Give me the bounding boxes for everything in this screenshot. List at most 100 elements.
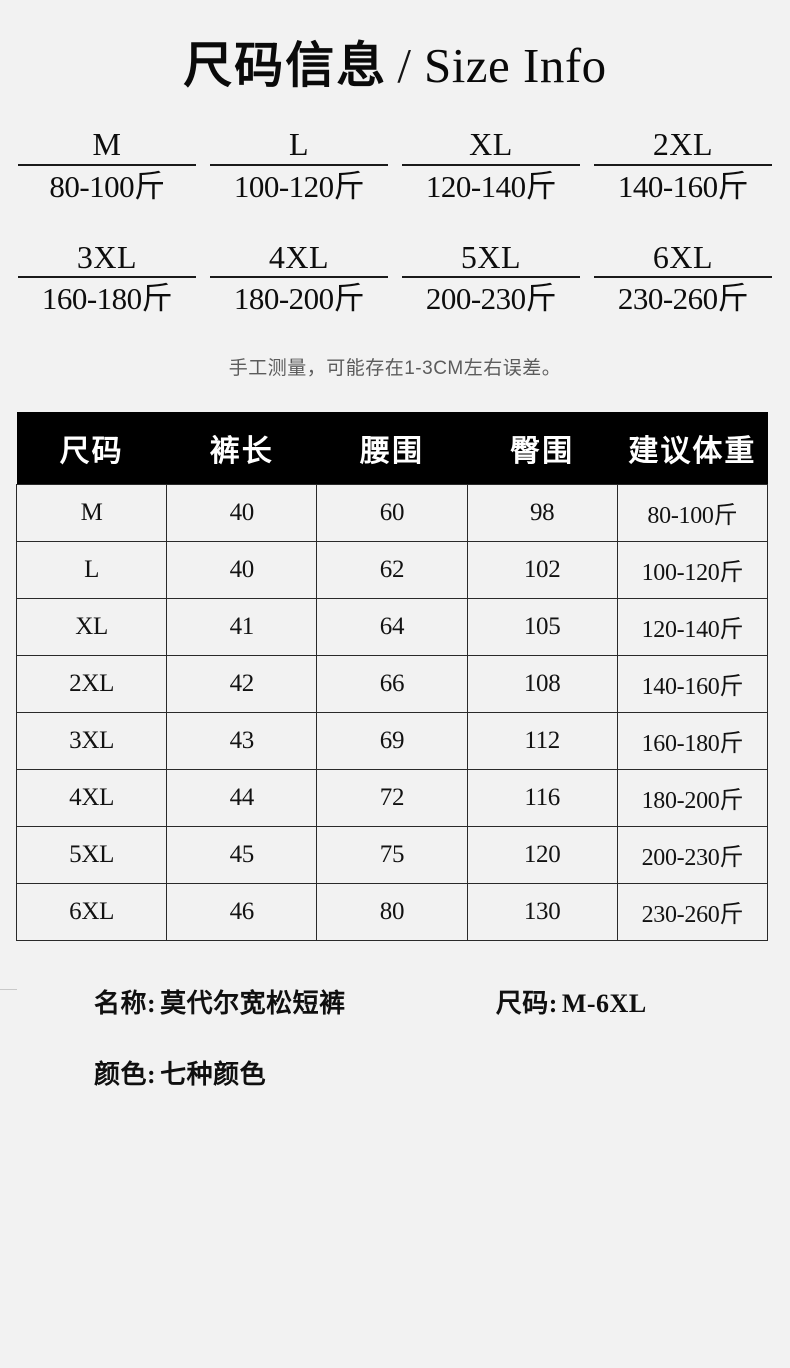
cell-weight: 100-120斤	[616, 540, 769, 599]
size-badge-divider	[210, 163, 388, 166]
size-badge-label: XL	[469, 126, 513, 163]
size-badge-row-1: M 80-100斤 L 100-120斤 XL 120-140斤 2XL 140…	[18, 128, 772, 204]
cell-size: 3XL	[15, 711, 168, 770]
cell-hip: 108	[466, 654, 618, 713]
cell-waist: 80	[316, 882, 468, 941]
size-badge-label: L	[288, 126, 310, 163]
cell-waist: 62	[316, 540, 468, 599]
table-row: 6XL 46 80 130 230-260斤	[15, 882, 769, 941]
page-title: 尺码信息 / Size Info	[183, 38, 606, 94]
product-name-label: 名称:	[94, 988, 157, 1018]
cell-waist: 66	[316, 654, 468, 713]
size-badge-label: 3XL	[76, 238, 138, 275]
size-badge-label: 5XL	[460, 238, 522, 275]
cell-length: 46	[166, 882, 318, 941]
size-badge-6xl: 6XL 230-260斤	[594, 238, 772, 317]
size-table-body: M 40 60 98 80-100斤 L 40 62 102 100-120斤 …	[15, 483, 769, 941]
size-table: 尺码 裤长 腰围 臀围 建议体重 M 40 60 98 80-100斤 L 40…	[15, 411, 769, 941]
size-badge-label: 4XL	[268, 238, 330, 275]
size-badge-divider	[210, 276, 388, 279]
cell-weight: 160-180斤	[616, 711, 769, 770]
size-badge-divider	[18, 163, 196, 166]
cell-hip: 120	[466, 825, 618, 884]
cell-size: 5XL	[15, 825, 168, 884]
cell-weight: 80-100斤	[616, 483, 769, 542]
size-badge-divider	[594, 163, 772, 166]
size-badge-weight: 80-100斤	[49, 168, 165, 204]
cell-length: 45	[166, 825, 318, 884]
size-badge-2xl: 2XL 140-160斤	[594, 128, 772, 204]
size-badge-row-2: 3XL 160-180斤 4XL 180-200斤 5XL 200-230斤 6…	[18, 238, 772, 317]
size-badge-l: L 100-120斤	[210, 128, 388, 204]
product-color-value: 七种颜色	[160, 1059, 267, 1089]
cell-size: 6XL	[15, 882, 168, 941]
cell-waist: 72	[316, 768, 468, 827]
cell-waist: 64	[316, 597, 468, 656]
size-badge-label: 2XL	[652, 126, 714, 163]
cell-weight: 180-200斤	[616, 768, 769, 827]
cell-length: 40	[166, 540, 318, 599]
table-row: 3XL 43 69 112 160-180斤	[15, 711, 769, 770]
cell-weight: 200-230斤	[616, 825, 769, 884]
cell-length: 41	[166, 597, 318, 656]
size-badge-weight: 160-180斤	[41, 281, 173, 317]
column-header-size: 尺码	[16, 411, 167, 485]
size-badge-label: M	[92, 126, 122, 163]
product-name: 名称: 莫代尔宽松短裤	[94, 983, 346, 1020]
cell-weight: 120-140斤	[616, 597, 769, 656]
size-badge-weight: 180-200斤	[233, 281, 365, 317]
cell-waist: 69	[316, 711, 468, 770]
cell-length: 44	[166, 768, 318, 827]
cell-size: 4XL	[15, 768, 168, 827]
table-row: L 40 62 102 100-120斤	[15, 540, 769, 599]
size-badge-divider	[402, 276, 580, 279]
page-title-en: Size Info	[423, 38, 607, 93]
size-badge-4xl: 4XL 180-200斤	[210, 238, 388, 317]
size-badge-5xl: 5XL 200-230斤	[402, 238, 580, 317]
size-badges-section: M 80-100斤 L 100-120斤 XL 120-140斤 2XL 140…	[0, 128, 790, 316]
size-badge-weight: 120-140斤	[425, 168, 557, 204]
product-info-row-2: 颜色: 七种颜色	[16, 1054, 774, 1091]
size-badge-divider	[18, 276, 196, 279]
size-badge-label: 6XL	[652, 238, 714, 275]
cell-waist: 75	[316, 825, 468, 884]
table-row: 4XL 44 72 116 180-200斤	[15, 768, 769, 827]
cell-length: 42	[166, 654, 318, 713]
cell-hip: 98	[466, 483, 618, 542]
size-badge-weight: 230-260斤	[617, 281, 749, 317]
cell-hip: 102	[466, 540, 618, 599]
cell-weight: 230-260斤	[616, 882, 769, 941]
page-title-block: 尺码信息 / Size Info	[0, 0, 790, 94]
measurement-note: 手工测量，可能存在1-3CM左右误差。	[228, 357, 562, 379]
page-title-separator: /	[397, 38, 412, 93]
cell-hip: 112	[466, 711, 618, 770]
cell-waist: 60	[316, 483, 468, 542]
cell-size: XL	[15, 597, 168, 656]
decorative-rule	[0, 989, 17, 990]
column-header-hip: 臀围	[467, 411, 618, 485]
cell-size: L	[15, 540, 168, 599]
product-color: 颜色: 七种颜色	[94, 1054, 266, 1091]
product-info-row-1: 名称: 莫代尔宽松短裤 尺码: M-6XL	[16, 983, 774, 1020]
table-row: XL 41 64 105 120-140斤	[15, 597, 769, 656]
cell-length: 40	[166, 483, 318, 542]
column-header-waist: 腰围	[316, 411, 468, 485]
product-size-label: 尺码:	[495, 988, 558, 1018]
product-name-value: 莫代尔宽松短裤	[160, 988, 346, 1018]
product-size-value: M-6XL	[561, 988, 647, 1018]
table-header-row: 尺码 裤长 腰围 臀围 建议体重	[16, 411, 768, 485]
cell-size: 2XL	[15, 654, 168, 713]
product-info-section: 名称: 莫代尔宽松短裤 尺码: M-6XL 颜色: 七种颜色	[0, 983, 790, 1091]
size-table-wrapper: 尺码 裤长 腰围 臀围 建议体重 M 40 60 98 80-100斤 L 40…	[15, 411, 774, 941]
column-header-length: 裤长	[166, 411, 317, 485]
size-badge-weight: 200-230斤	[425, 281, 557, 317]
page-title-cn: 尺码信息	[183, 38, 388, 93]
column-header-weight: 建议体重	[617, 411, 768, 485]
table-row: 5XL 45 75 120 200-230斤	[15, 825, 769, 884]
size-badge-m: M 80-100斤	[18, 128, 196, 204]
size-badge-xl: XL 120-140斤	[402, 128, 580, 204]
size-badge-divider	[594, 276, 772, 279]
product-color-label: 颜色:	[94, 1059, 157, 1089]
table-row: M 40 60 98 80-100斤	[15, 483, 769, 542]
cell-size: M	[15, 483, 168, 542]
